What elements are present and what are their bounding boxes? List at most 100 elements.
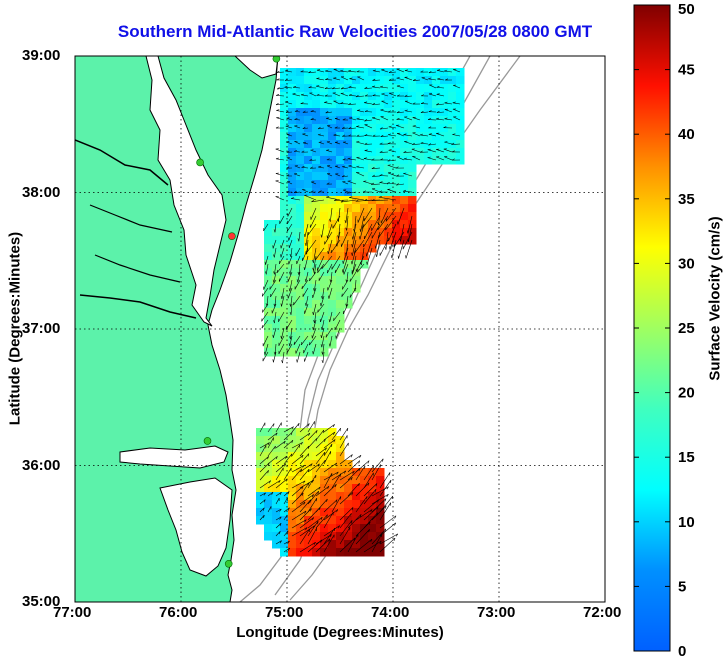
- velocity-cell: [448, 84, 457, 93]
- velocity-arrow-head: [297, 238, 300, 242]
- velocity-cell: [352, 532, 361, 541]
- velocity-cell: [336, 516, 345, 525]
- velocity-cell: [432, 68, 441, 77]
- velocity-arrow: [323, 473, 333, 489]
- velocity-arrow: [275, 530, 281, 537]
- velocity-arrow: [286, 343, 293, 354]
- velocity-arrow-head: [291, 453, 293, 457]
- velocity-cell: [312, 68, 321, 77]
- velocity-arrow-head: [273, 271, 275, 275]
- velocity-cell: [424, 116, 433, 125]
- velocity-arrow: [359, 223, 365, 240]
- velocity-arrow-head: [364, 149, 368, 151]
- velocity-arrow-head: [372, 69, 376, 72]
- velocity-cell: [312, 444, 321, 453]
- velocity-cell: [280, 540, 289, 549]
- velocity-arrow: [259, 514, 265, 521]
- velocity-cell: [432, 124, 441, 133]
- velocity-cell: [384, 92, 393, 101]
- velocity-arrow: [317, 263, 325, 273]
- velocity-cell: [304, 84, 313, 93]
- velocity-arrow: [379, 533, 398, 545]
- velocity-cell: [368, 220, 377, 229]
- velocity-cell: [440, 92, 449, 101]
- velocity-arrow-head: [273, 351, 276, 355]
- velocity-arrow-head: [279, 508, 282, 512]
- velocity-arrow: [305, 295, 309, 306]
- velocity-arrow-head: [273, 229, 276, 233]
- velocity-cell: [392, 220, 401, 229]
- velocity-arrow-head: [421, 94, 425, 97]
- velocity-cell: [384, 180, 393, 189]
- velocity-arrow: [427, 149, 437, 153]
- velocity-cell: [376, 468, 385, 477]
- velocity-cell: [304, 260, 313, 269]
- velocity-cell: [408, 156, 417, 165]
- velocity-cell: [352, 68, 361, 77]
- velocity-cell: [360, 196, 369, 205]
- velocity-cell: [288, 524, 297, 533]
- velocity-arrow-head: [384, 528, 387, 532]
- velocity-arrow-head: [313, 288, 315, 292]
- velocity-cell: [376, 100, 385, 109]
- velocity-arrow: [302, 189, 309, 193]
- velocity-arrow: [371, 199, 389, 201]
- velocity-arrow-head: [310, 110, 314, 112]
- velocity-cell: [424, 108, 433, 117]
- velocity-cell: [424, 148, 433, 157]
- velocity-cell: [312, 196, 321, 205]
- velocity-arrow: [363, 499, 379, 513]
- velocity-arrow: [363, 231, 373, 248]
- velocity-arrow-head: [313, 542, 316, 545]
- velocity-arrow-head: [404, 94, 408, 97]
- velocity-arrow: [348, 165, 357, 169]
- velocity-arrow: [340, 70, 349, 73]
- velocity-cell: [304, 316, 313, 325]
- velocity-arrow-head: [420, 102, 424, 104]
- velocity-arrow: [275, 173, 285, 177]
- velocity-cell: [272, 252, 281, 261]
- velocity-arrow-head: [312, 259, 314, 263]
- velocity-cell: [344, 140, 353, 149]
- velocity-arrow: [347, 483, 360, 497]
- velocity-arrow: [348, 127, 357, 130]
- velocity-arrow: [348, 103, 357, 105]
- velocity-cell: [408, 68, 417, 77]
- station-delmarva: [196, 158, 204, 167]
- velocity-cell: [264, 268, 273, 277]
- velocity-cell: [408, 164, 417, 173]
- albemarle-sound: [119, 445, 229, 469]
- velocity-arrow: [313, 303, 317, 315]
- velocity-cell: [328, 524, 337, 533]
- velocity-arrow: [330, 239, 341, 254]
- velocity-cell: [288, 148, 297, 157]
- velocity-arrow-head: [320, 539, 323, 543]
- velocity-cell: [296, 108, 305, 117]
- velocity-arrow: [387, 183, 397, 185]
- velocity-arrow-head: [287, 540, 290, 544]
- velocity-cell: [256, 484, 265, 493]
- velocity-arrow-head: [294, 110, 298, 112]
- velocity-cell: [312, 324, 321, 333]
- velocity-arrow-head: [393, 537, 396, 541]
- velocity-arrow: [396, 183, 405, 186]
- velocity-cell: [440, 132, 449, 141]
- velocity-cell: [336, 132, 345, 141]
- velocity-arrow: [323, 424, 335, 433]
- velocity-cell: [424, 156, 433, 165]
- velocity-arrow: [299, 508, 312, 521]
- velocity-arrow: [346, 215, 349, 231]
- velocity-cell: [288, 516, 297, 525]
- velocity-cell: [456, 100, 465, 109]
- velocity-arrow: [421, 77, 429, 81]
- velocity-cell: [264, 516, 273, 525]
- velocity-arrow: [396, 77, 405, 81]
- velocity-arrow: [284, 87, 293, 89]
- velocity-cell: [336, 100, 345, 109]
- velocity-cell: [360, 500, 369, 509]
- velocity-cell: [280, 156, 289, 165]
- velocity-arrow-head: [357, 109, 361, 111]
- velocity-cell: [344, 172, 353, 181]
- velocity-arrow-head: [379, 174, 383, 176]
